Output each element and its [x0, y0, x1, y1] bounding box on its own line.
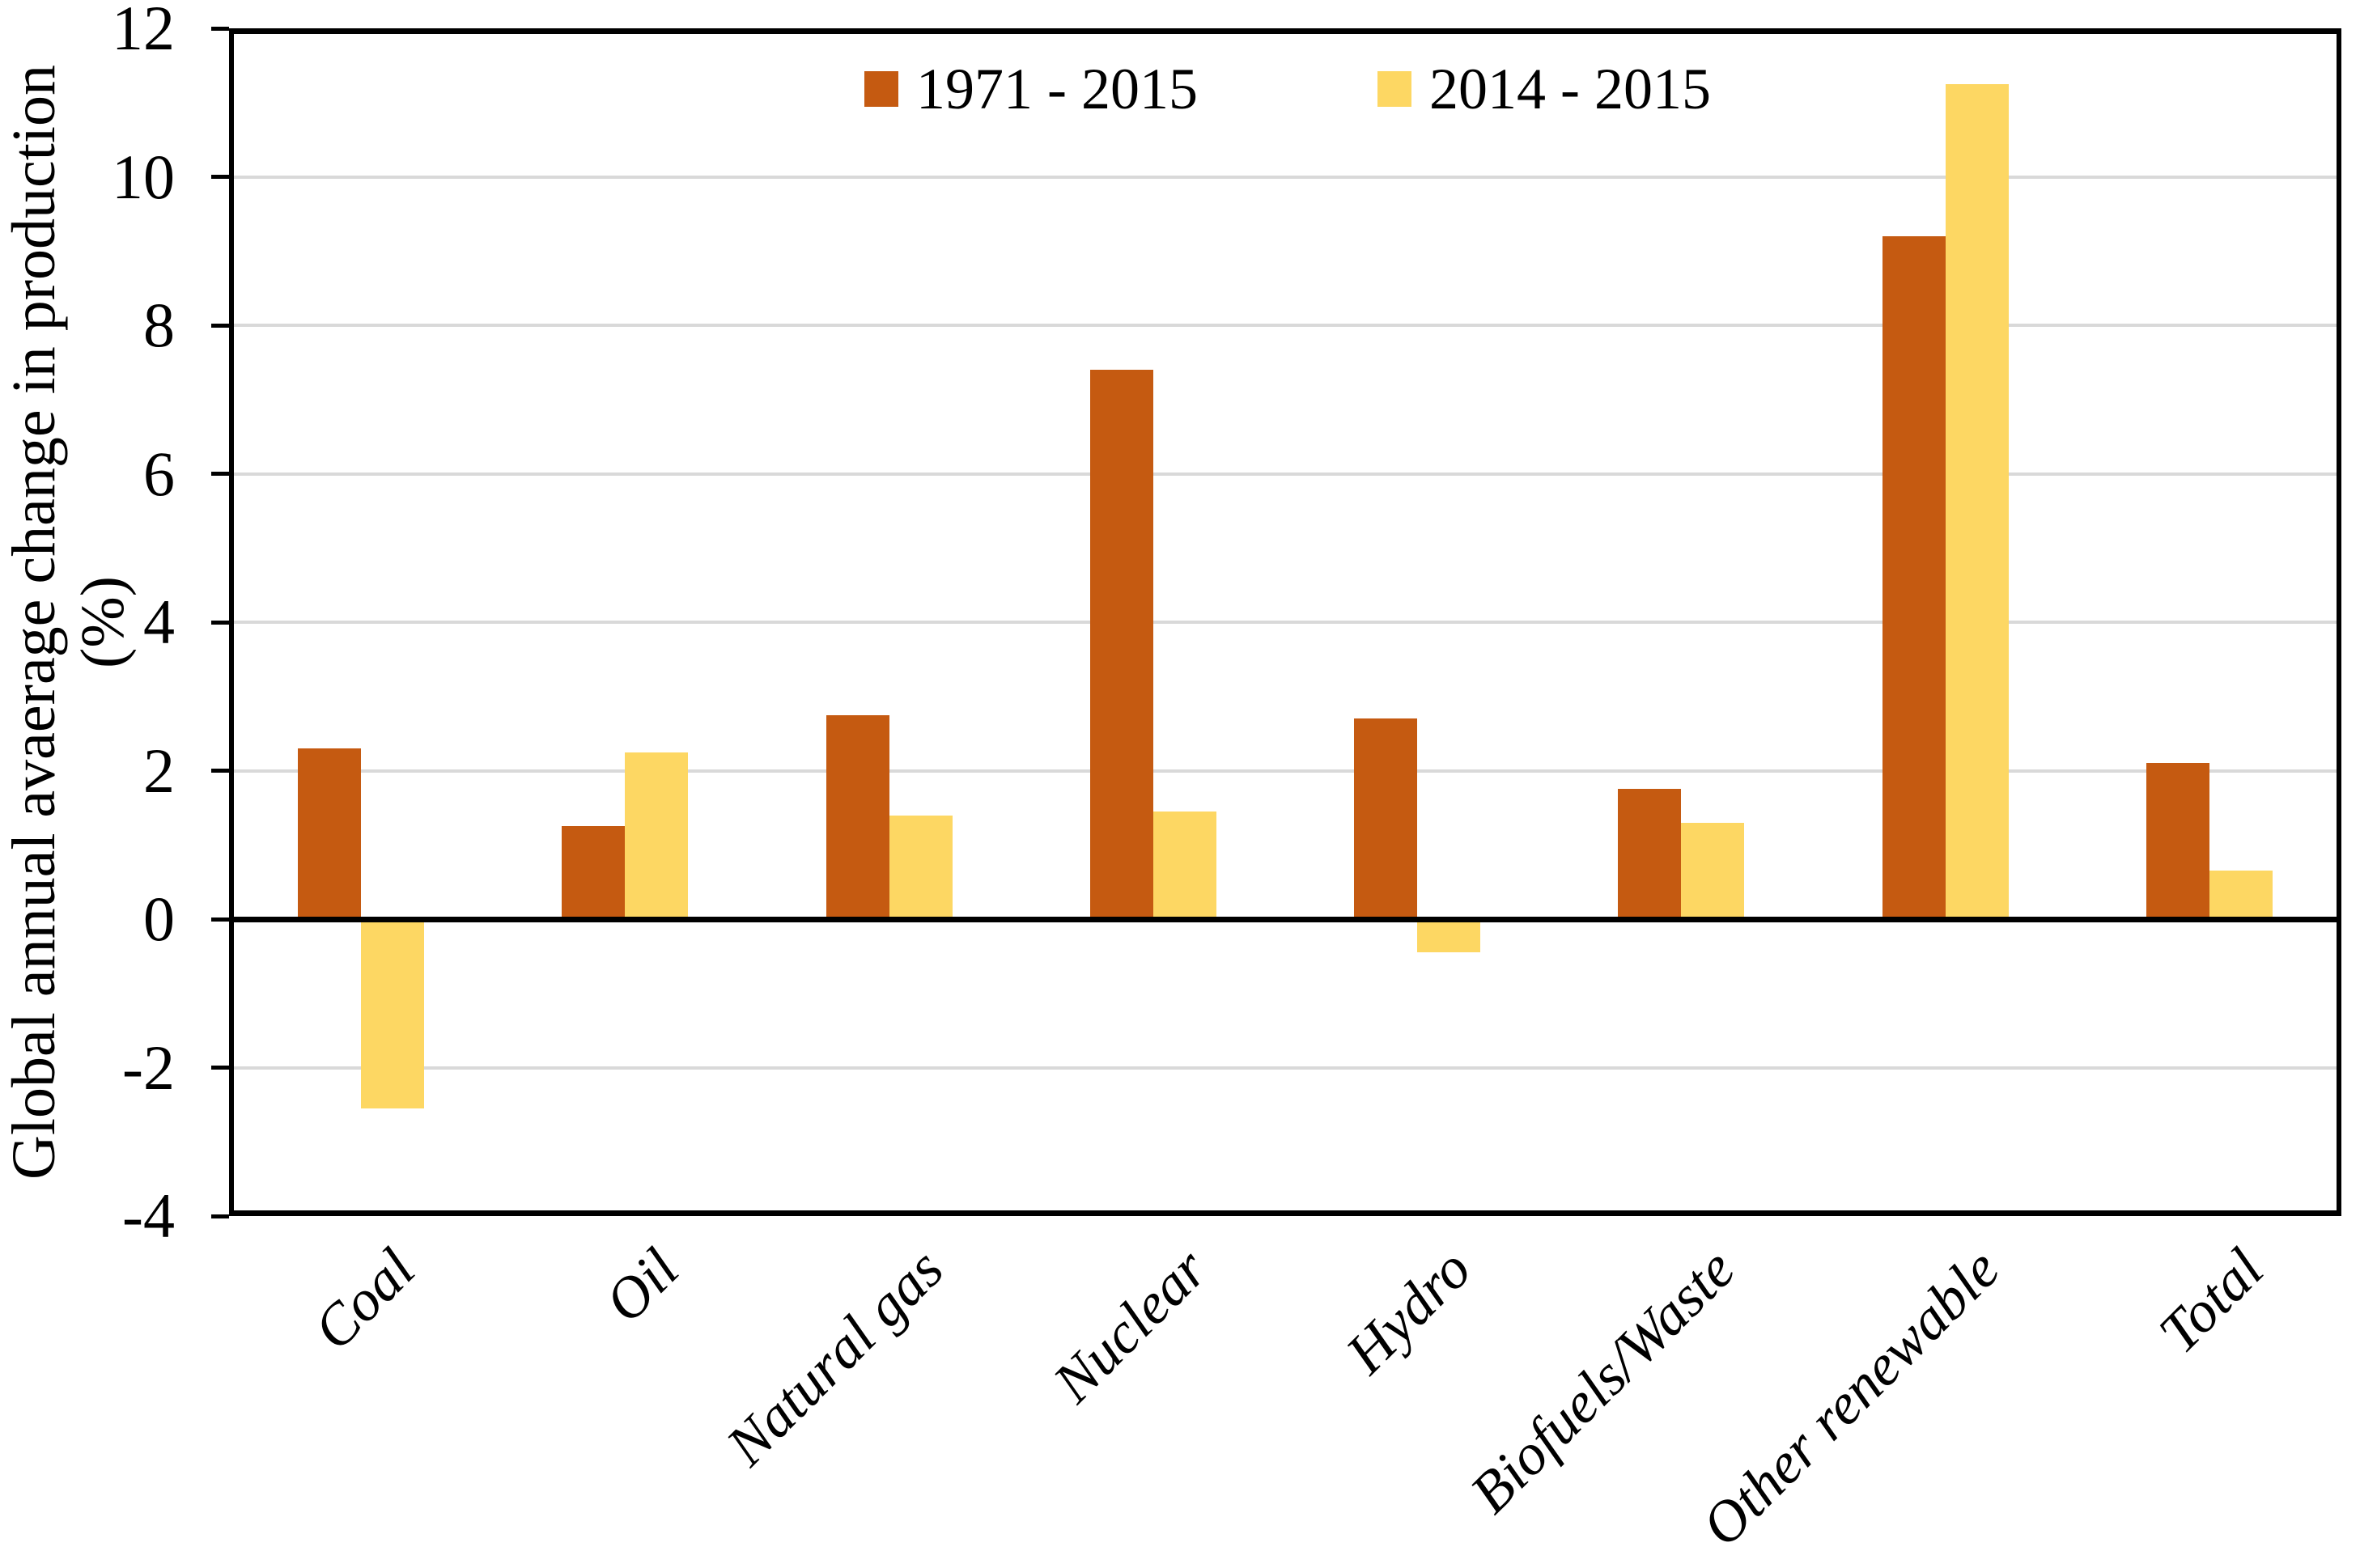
legend-label-2014-2015: 2014 - 2015	[1429, 57, 1711, 121]
bar-series1-coal	[298, 748, 362, 919]
bar-series1-natural-gas	[826, 714, 889, 919]
gridline-4	[229, 621, 2341, 624]
y-tick-label-2: 2	[143, 735, 175, 806]
legend-swatch-1971-2015	[864, 71, 898, 107]
bar-series2-nuclear	[1152, 811, 1216, 919]
y-tick-mark-2	[211, 769, 229, 773]
plot-border-right	[2337, 28, 2341, 1216]
y-tick-mark-12	[211, 26, 229, 31]
bar-series1-oil	[562, 826, 626, 919]
legend-swatch-2014-2015	[1377, 71, 1411, 107]
x-axis-line	[229, 1210, 2341, 1216]
bar-series2-hydro	[1417, 919, 1481, 953]
bar-series2-total	[2209, 871, 2273, 919]
zero-axis-line	[229, 916, 2341, 922]
legend-item-2014-2015: 2014 - 2015	[1377, 57, 1711, 121]
legend-item-1971-2015: 1971 - 2015	[864, 57, 1198, 121]
y-tick-mark--2	[211, 1066, 229, 1070]
bar-series2-oil	[625, 752, 689, 919]
y-tick-label-8: 8	[143, 290, 175, 360]
y-tick-label-4: 4	[143, 587, 175, 657]
y-tick-label-6: 6	[143, 438, 175, 509]
bar-series1-biofuels-waste	[1618, 789, 1682, 919]
bar-series2-coal	[361, 919, 425, 1108]
plot-border-top	[229, 28, 2341, 34]
y-tick-label--2: -2	[122, 1032, 175, 1103]
plot-area	[229, 28, 2341, 1216]
y-tick-mark-0	[211, 917, 229, 922]
y-tick-mark-6	[211, 472, 229, 476]
bar-series2-natural-gas	[889, 815, 953, 919]
gridline-8	[229, 324, 2341, 327]
legend-label-1971-2015: 1971 - 2015	[916, 57, 1198, 121]
y-tick-mark-4	[211, 620, 229, 625]
bar-series1-other-renewable	[1882, 235, 1946, 919]
y-tick-label--4: -4	[122, 1180, 175, 1251]
bar-series2-other-renewable	[1945, 83, 2009, 919]
bar-series2-biofuels-waste	[1681, 822, 1745, 919]
y-tick-label-0: 0	[143, 884, 175, 954]
gridline-2	[229, 769, 2341, 773]
bar-series1-hydro	[1354, 718, 1418, 919]
y-axis-line	[229, 28, 234, 1216]
y-tick-label-10: 10	[112, 141, 175, 212]
y-tick-label-12: 12	[112, 0, 175, 63]
bar-series1-nuclear	[1089, 370, 1153, 919]
gridline--2	[229, 1066, 2341, 1070]
y-tick-mark-10	[211, 175, 229, 179]
gridline-6	[229, 472, 2341, 476]
y-tick-mark--4	[211, 1214, 229, 1218]
bar-series1-total	[2146, 763, 2209, 919]
y-tick-mark-8	[211, 323, 229, 328]
gridline-10	[229, 175, 2341, 179]
